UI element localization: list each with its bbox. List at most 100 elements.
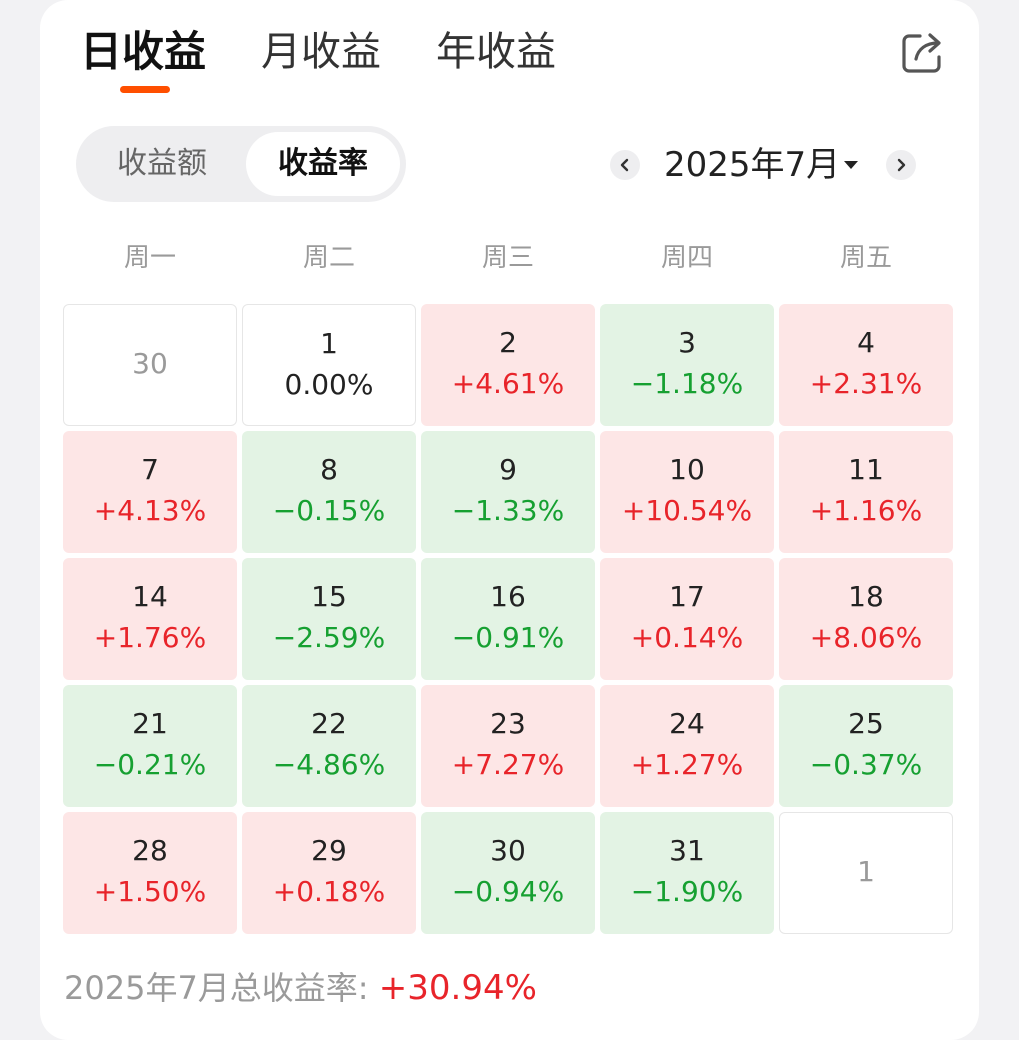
calendar-day[interactable]: 4 +2.31% (779, 304, 953, 426)
weekday-label: 周五 (839, 243, 892, 273)
amount-rate-toggle: 收益额 收益率 (76, 126, 406, 202)
weekday-label: 周三 (481, 243, 534, 273)
day-return-rate: −0.15% (272, 494, 386, 527)
day-number: 30 (132, 347, 168, 380)
day-number: 14 (132, 580, 168, 613)
day-return-rate: +8.06% (809, 621, 923, 654)
returns-period-tabs: 日收益 月收益 年收益 (80, 22, 611, 93)
tab-monthly-label: 月收益 (261, 29, 382, 75)
active-tab-indicator (120, 86, 170, 93)
calendar-day[interactable]: 9 −1.33% (421, 431, 595, 553)
weekday-label: 周一 (123, 243, 176, 273)
day-return-rate: −0.37% (809, 748, 923, 781)
day-return-rate: +4.61% (451, 367, 565, 400)
day-number: 24 (669, 707, 705, 740)
day-number: 7 (141, 453, 159, 486)
calendar-day-other-month[interactable]: 1 (779, 812, 953, 934)
day-return-rate: +1.76% (93, 621, 207, 654)
day-return-rate: +0.14% (630, 621, 744, 654)
day-return-rate: +1.16% (809, 494, 923, 527)
calendar-day[interactable]: 10 +10.54% (600, 431, 774, 553)
day-return-rate: +2.31% (809, 367, 923, 400)
day-return-rate: +4.13% (93, 494, 207, 527)
day-number: 10 (669, 453, 705, 486)
calendar-day[interactable]: 22 −4.86% (242, 685, 416, 807)
tab-yearly-label: 年收益 (436, 29, 557, 75)
calendar-day[interactable]: 1 0.00% (242, 304, 416, 426)
tab-yearly-returns[interactable]: 年收益 (436, 22, 556, 82)
day-number: 1 (857, 855, 875, 888)
day-return-rate: −0.94% (451, 875, 565, 908)
monthly-total-label: 2025年7月总收益率: (64, 969, 379, 1007)
next-month-button[interactable] (886, 150, 916, 180)
calendar-day[interactable]: 2 +4.61% (421, 304, 595, 426)
calendar-day[interactable]: 30 −0.94% (421, 812, 595, 934)
day-return-rate: +1.50% (93, 875, 207, 908)
day-number: 18 (848, 580, 884, 613)
day-number: 29 (311, 834, 347, 867)
prev-month-button[interactable] (610, 150, 640, 180)
day-number: 17 (669, 580, 705, 613)
calendar-day-other-month[interactable]: 30 (63, 304, 237, 426)
day-number: 4 (857, 326, 875, 359)
day-return-rate: −1.33% (451, 494, 565, 527)
tab-daily-returns[interactable]: 日收益 (80, 22, 207, 93)
calendar-day[interactable]: 24 +1.27% (600, 685, 774, 807)
day-return-rate: +0.18% (272, 875, 386, 908)
calendar-day[interactable]: 28 +1.50% (63, 812, 237, 934)
weekday-label: 周四 (660, 243, 713, 273)
chevron-right-icon (897, 158, 906, 172)
day-number: 11 (848, 453, 884, 486)
day-number: 25 (848, 707, 884, 740)
calendar-day[interactable]: 21 −0.21% (63, 685, 237, 807)
day-return-rate: +7.27% (451, 748, 565, 781)
day-number: 30 (490, 834, 526, 867)
chevron-left-icon (620, 158, 629, 172)
segment-return-amount[interactable]: 收益额 (117, 146, 207, 181)
share-button[interactable] (900, 31, 944, 75)
day-number: 21 (132, 707, 168, 740)
calendar-day[interactable]: 14 +1.76% (63, 558, 237, 680)
day-return-rate: +1.27% (630, 748, 744, 781)
day-return-rate: 0.00% (284, 368, 374, 401)
calendar-day[interactable]: 17 +0.14% (600, 558, 774, 680)
calendar-day[interactable]: 3 −1.18% (600, 304, 774, 426)
monthly-total: 2025年7月总收益率: +30.94% (64, 966, 537, 1010)
day-number: 15 (311, 580, 347, 613)
calendar-day[interactable]: 15 −2.59% (242, 558, 416, 680)
weekday-label: 周二 (302, 243, 355, 273)
day-number: 16 (490, 580, 526, 613)
day-return-rate: −1.18% (630, 367, 744, 400)
calendar-day[interactable]: 29 +0.18% (242, 812, 416, 934)
day-return-rate: −2.59% (272, 621, 386, 654)
calendar-grid: 30 1 0.00% 2 +4.61% 3 −1.18% 4 +2.31% 7 +4.13% 8 −0.… (63, 304, 963, 934)
day-number: 2 (499, 326, 517, 359)
calendar-day[interactable]: 31 −1.90% (600, 812, 774, 934)
day-return-rate: −0.21% (93, 748, 207, 781)
calendar-day[interactable]: 23 +7.27% (421, 685, 595, 807)
day-return-rate: −1.90% (630, 875, 744, 908)
calendar-day[interactable]: 18 +8.06% (779, 558, 953, 680)
day-number: 8 (320, 453, 338, 486)
calendar-day[interactable]: 7 +4.13% (63, 431, 237, 553)
calendar-day[interactable]: 25 −0.37% (779, 685, 953, 807)
tab-monthly-returns[interactable]: 月收益 (261, 22, 381, 82)
calendar-day[interactable]: 16 −0.91% (421, 558, 595, 680)
day-number: 1 (320, 327, 338, 360)
day-return-rate: +10.54% (621, 494, 753, 527)
day-return-rate: −4.86% (272, 748, 386, 781)
month-label: 2025年7月 (664, 145, 841, 185)
monthly-total-value: +30.94% (378, 968, 537, 1008)
tab-daily-label: 日收益 (80, 27, 207, 76)
day-number: 3 (678, 326, 696, 359)
month-selector[interactable]: 2025年7月 (664, 140, 859, 190)
day-number: 22 (311, 707, 347, 740)
day-number: 9 (499, 453, 517, 486)
segment-return-rate[interactable]: 收益率 (246, 132, 400, 196)
calendar-day[interactable]: 8 −0.15% (242, 431, 416, 553)
calendar-day[interactable]: 11 +1.16% (779, 431, 953, 553)
share-icon (902, 33, 941, 73)
day-number: 31 (669, 834, 705, 867)
day-number: 28 (132, 834, 168, 867)
day-return-rate: −0.91% (451, 621, 565, 654)
